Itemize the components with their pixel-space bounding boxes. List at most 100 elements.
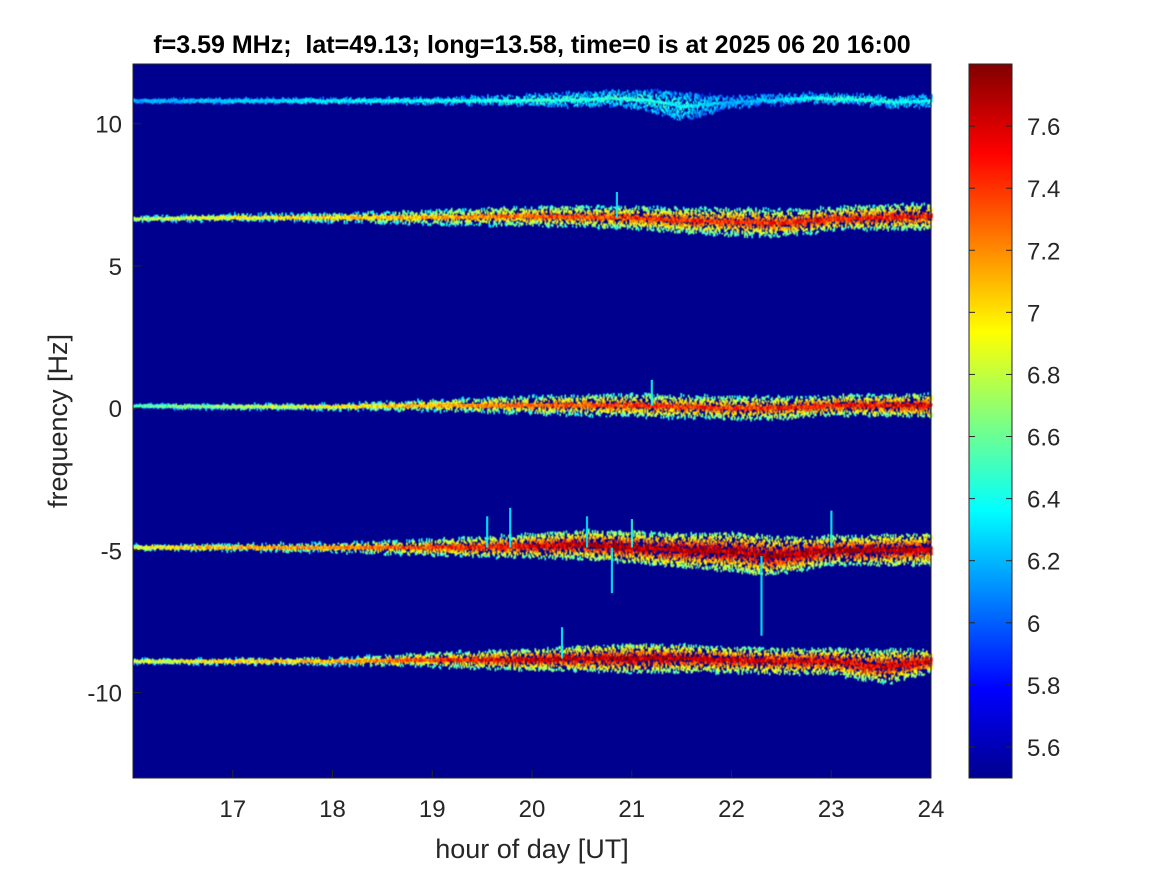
trace-cell bbox=[430, 209, 432, 212]
trace-cell bbox=[670, 110, 672, 112]
trace-cell bbox=[167, 215, 169, 217]
trace-cell bbox=[446, 223, 448, 226]
trace-cell bbox=[841, 94, 843, 98]
trace-cell bbox=[421, 210, 423, 214]
trace-cell bbox=[463, 95, 465, 97]
trace-cell bbox=[487, 211, 489, 214]
trace-cell bbox=[690, 95, 692, 97]
trace-cell bbox=[614, 222, 616, 225]
trace-cell bbox=[376, 213, 378, 216]
trace-cell bbox=[530, 210, 532, 212]
trace-cell bbox=[447, 219, 449, 222]
trace-cell bbox=[589, 210, 591, 212]
trace-cell bbox=[569, 206, 571, 208]
trace-cell bbox=[885, 97, 887, 99]
trace-cell bbox=[647, 104, 649, 107]
trace-cell bbox=[574, 213, 576, 215]
trace-cell bbox=[682, 111, 684, 113]
trace-cell bbox=[583, 206, 585, 208]
trace-cell bbox=[572, 207, 574, 210]
trace-cell bbox=[339, 213, 341, 216]
trace-cell bbox=[281, 212, 283, 216]
trace-cell bbox=[657, 206, 659, 209]
trace-cell bbox=[652, 95, 654, 98]
trace-cell bbox=[667, 97, 669, 99]
trace-cell bbox=[880, 103, 882, 106]
trace-cell bbox=[689, 109, 691, 112]
trace-cell bbox=[183, 214, 185, 216]
trace-cell bbox=[510, 95, 512, 97]
trace-cell bbox=[704, 95, 706, 97]
trace-cell bbox=[576, 223, 578, 226]
trace-cell bbox=[593, 211, 595, 215]
trace-cell bbox=[611, 207, 613, 210]
trace-cell bbox=[422, 224, 424, 226]
trace-cell bbox=[402, 222, 404, 225]
trace-cell bbox=[571, 212, 573, 214]
trace-cell bbox=[391, 103, 393, 105]
trace-cell bbox=[733, 95, 735, 98]
trace-cell bbox=[685, 98, 687, 100]
trace-cell bbox=[659, 229, 661, 233]
trace-cell bbox=[695, 100, 697, 102]
trace-cell bbox=[175, 220, 177, 223]
trace-cell bbox=[303, 213, 305, 216]
trace-cell bbox=[926, 97, 928, 99]
trace-cell bbox=[578, 92, 580, 95]
trace-cell bbox=[621, 102, 623, 104]
trace-cell bbox=[653, 229, 655, 232]
trace-cell bbox=[596, 104, 598, 106]
trace-cell bbox=[872, 104, 874, 107]
trace-cell bbox=[501, 223, 503, 226]
trace-cell bbox=[717, 99, 719, 102]
trace-cell bbox=[517, 105, 519, 107]
trace-cell bbox=[577, 104, 579, 107]
trace-cell bbox=[465, 208, 467, 211]
trace-cell bbox=[546, 211, 548, 214]
trace-cell bbox=[483, 208, 485, 210]
trace-cell bbox=[653, 206, 655, 208]
trace-cell bbox=[660, 92, 662, 94]
trace-cell bbox=[202, 220, 204, 222]
trace-cell bbox=[588, 207, 590, 211]
plot-area bbox=[133, 64, 933, 778]
trace-cell bbox=[633, 211, 635, 214]
trace-cell bbox=[626, 221, 628, 223]
trace-cell bbox=[406, 103, 408, 106]
trace-cell bbox=[500, 221, 502, 223]
trace-cell bbox=[516, 223, 518, 226]
trace-cell bbox=[672, 92, 674, 95]
trace-cell bbox=[183, 97, 185, 99]
trace-cell bbox=[828, 94, 830, 97]
trace-cell bbox=[187, 220, 189, 222]
trace-cell bbox=[566, 225, 568, 227]
trace-cell bbox=[586, 102, 588, 106]
trace-cell bbox=[463, 212, 465, 215]
trace-cell bbox=[323, 96, 325, 100]
trace-cell bbox=[672, 108, 674, 111]
trace-cell bbox=[573, 92, 575, 95]
trace-cell bbox=[269, 219, 271, 221]
trace-cell bbox=[568, 222, 570, 224]
trace-cell bbox=[662, 214, 664, 217]
trace-cell bbox=[412, 212, 414, 215]
trace-cell bbox=[324, 212, 326, 215]
trace-cell bbox=[256, 97, 258, 99]
trace-cell bbox=[482, 104, 484, 106]
trace-cell bbox=[652, 90, 654, 94]
trace-cell bbox=[637, 90, 639, 93]
trace-cell bbox=[476, 224, 478, 226]
trace-cell bbox=[326, 102, 328, 104]
trace-cell bbox=[818, 101, 820, 104]
trace-cell bbox=[641, 107, 643, 109]
trace-cell bbox=[584, 226, 586, 228]
trace-cell bbox=[597, 212, 599, 216]
trace-cell bbox=[658, 109, 660, 112]
trace-cell bbox=[511, 213, 513, 215]
trace-cell bbox=[795, 93, 797, 96]
trace-cell bbox=[897, 106, 899, 110]
trace-cell bbox=[647, 228, 649, 231]
trace-cell bbox=[618, 92, 620, 94]
trace-cell bbox=[655, 222, 657, 224]
trace-cell bbox=[624, 91, 626, 93]
